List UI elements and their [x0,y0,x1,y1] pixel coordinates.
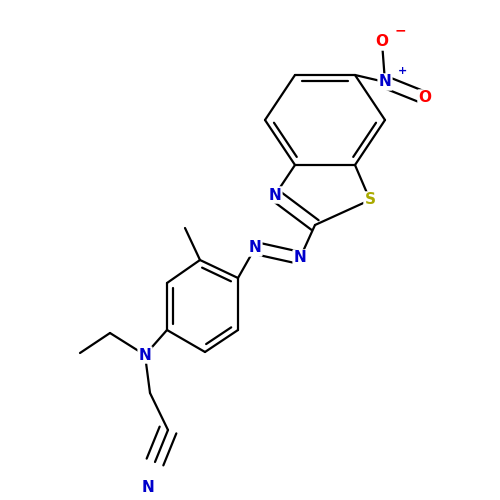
Text: N: N [268,188,281,202]
Text: N: N [294,250,306,266]
Text: S: S [364,192,376,208]
Text: N: N [248,240,262,256]
Text: O: O [418,90,432,106]
Text: O: O [376,34,388,50]
Text: +: + [398,66,407,76]
Text: −: − [395,23,406,37]
Text: N: N [138,348,151,362]
Text: N: N [378,74,392,90]
Text: N: N [142,480,154,496]
